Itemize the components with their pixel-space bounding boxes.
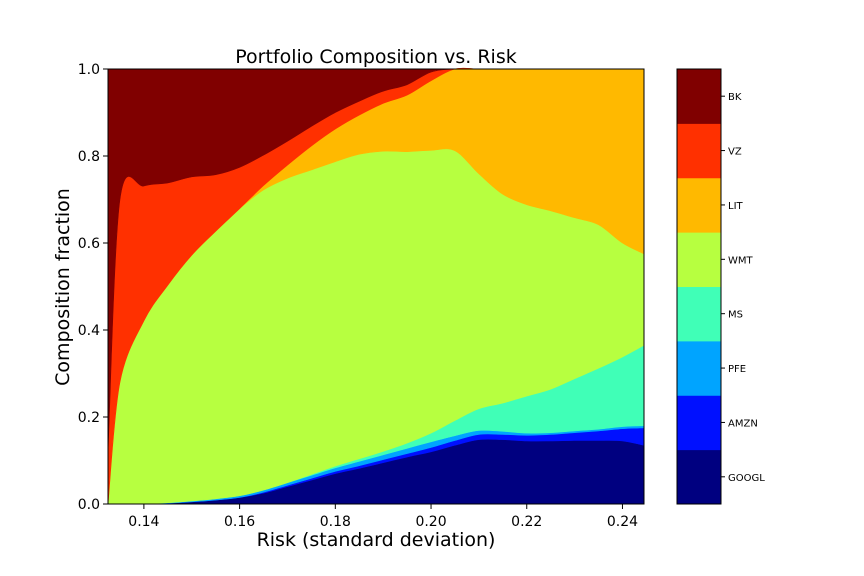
colorbar-swatch-wmt xyxy=(677,232,721,288)
colorbar-label-vz: VZ xyxy=(728,147,742,158)
x-tick-label: 0.16 xyxy=(224,514,255,530)
colorbar-label-ms: MS xyxy=(728,310,743,321)
x-tick-label: 0.20 xyxy=(415,514,446,530)
colorbar-swatch-lit xyxy=(677,177,721,233)
x-tick-label: 0.18 xyxy=(320,514,351,530)
x-tick-label: 0.14 xyxy=(128,514,159,530)
colorbar-swatch-bk xyxy=(677,69,721,124)
colorbar-label-lit: LIT xyxy=(728,201,744,212)
y-tick-label: 0.2 xyxy=(78,410,100,426)
colorbar-swatch-pfe xyxy=(677,340,721,396)
x-tick-label: 0.24 xyxy=(607,514,638,530)
y-tick-label: 1.0 xyxy=(78,62,100,78)
colorbar-label-bk: BK xyxy=(728,92,742,103)
colorbar-label-amzn: AMZN xyxy=(728,418,758,429)
stacked-areas xyxy=(107,67,645,505)
y-tick-label: 0.4 xyxy=(78,323,100,339)
colorbar: GOOGL AMZN PFE MS WMT LIT VZ BK xyxy=(676,68,765,505)
x-axis-ticks: 0.14 0.16 0.18 0.20 0.22 0.24 xyxy=(128,504,638,530)
colorbar-label-googl: GOOGL xyxy=(728,473,765,484)
y-tick-label: 0.6 xyxy=(78,236,100,252)
colorbar-label-pfe: PFE xyxy=(728,364,746,375)
y-axis-label: Composition fraction xyxy=(52,188,74,386)
y-axis-ticks: 0.0 0.2 0.4 0.6 0.8 1.0 xyxy=(78,62,108,513)
colorbar-frame xyxy=(676,68,722,505)
colorbar-swatch-googl xyxy=(677,449,721,505)
colorbar-swatch-amzn xyxy=(677,395,721,451)
chart-title: Portfolio Composition vs. Risk xyxy=(235,46,517,68)
y-tick-label: 0.8 xyxy=(78,149,100,165)
y-tick-label: 0.0 xyxy=(78,497,100,513)
x-axis-label: Risk (standard deviation) xyxy=(257,529,496,551)
x-tick-label: 0.22 xyxy=(511,514,542,530)
plot-frame xyxy=(107,68,645,505)
colorbar-label-wmt: WMT xyxy=(728,255,754,266)
colorbar-swatch-vz xyxy=(677,123,721,179)
colorbar-swatch-ms xyxy=(677,286,721,342)
